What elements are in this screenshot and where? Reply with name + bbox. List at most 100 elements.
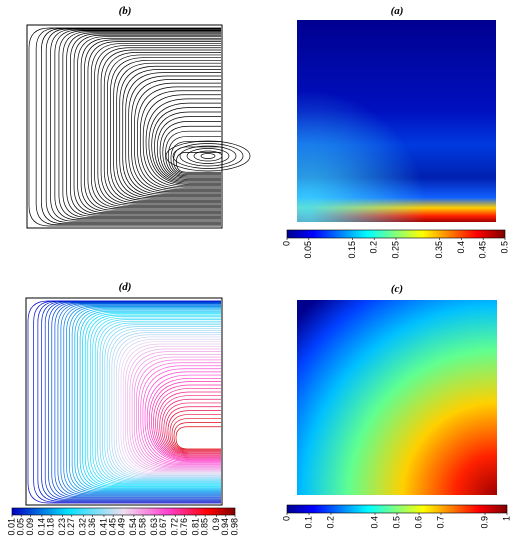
contour-line [69, 306, 221, 493]
heatmap [297, 20, 496, 222]
contour-line [62, 31, 221, 218]
colorbar-gradient [11, 507, 236, 516]
panel-label: (b) [119, 5, 132, 17]
contour-line [41, 28, 221, 224]
tick-label: 0.98 [229, 518, 239, 536]
contour-line [153, 384, 221, 460]
contour-line [110, 57, 221, 201]
contour-line [113, 59, 221, 200]
contour-line [129, 351, 221, 470]
contour-line [148, 377, 221, 462]
tick-label: 0.76 [179, 518, 189, 536]
contour-line [151, 107, 221, 184]
contour-line [169, 414, 221, 453]
contour-line [90, 43, 221, 209]
contour-line [122, 69, 221, 196]
contour-line [66, 305, 221, 494]
contour-line [122, 343, 221, 473]
tick-label: 0.09 [25, 518, 35, 536]
contour-line [113, 334, 221, 476]
tick-label: 0.9 [211, 518, 221, 531]
contour-line [100, 49, 221, 205]
contour-line [162, 125, 221, 179]
tick-label: 0.94 [220, 518, 230, 536]
tick-label: 0.41 [98, 518, 108, 536]
contour-line [60, 304, 221, 496]
tick-label: 0.58 [137, 518, 147, 536]
contour-line [134, 82, 221, 191]
tick-label: 0 [281, 241, 291, 246]
contour-line [97, 320, 221, 483]
contour-line [170, 141, 221, 176]
tick-label: 0.6 [413, 516, 423, 529]
tick-label: 0.5 [499, 241, 509, 254]
panel-label: (d) [119, 281, 132, 293]
contour-line [82, 312, 221, 488]
tick-label: 0.2 [325, 516, 335, 529]
contour-line [186, 148, 230, 164]
contour-line [33, 300, 221, 503]
contour-line [165, 130, 221, 178]
tick-label: 0.15 [347, 241, 357, 259]
contour-line [145, 98, 221, 187]
contour-line [118, 338, 221, 475]
contour-line [120, 341, 221, 474]
contour-line [111, 332, 221, 477]
contour-line [74, 308, 221, 491]
tick-label: 0.72 [170, 518, 180, 536]
contour-line [48, 301, 221, 499]
contour-line [142, 94, 221, 188]
contour-line [175, 426, 221, 450]
contour-line [157, 391, 221, 458]
contour-line [94, 319, 221, 484]
contour-line [37, 300, 221, 502]
contour-line [151, 381, 221, 461]
contour-line [148, 102, 221, 185]
contour-line [80, 37, 221, 212]
contour-line [136, 359, 221, 467]
contour-line [94, 45, 221, 207]
contour-line [140, 365, 221, 465]
contour-line [84, 313, 221, 487]
contour-line [172, 143, 244, 169]
tick-label: 0.32 [78, 518, 88, 536]
contour-line [41, 301, 221, 501]
contour-line [125, 346, 221, 472]
contour-line [125, 72, 221, 195]
tick-label: 0.45 [108, 518, 118, 536]
contour-line [70, 33, 221, 216]
colorbar: 0 0.1 0.2 0.4 0.5 0.6 0.7 0.9 1 [281, 504, 511, 529]
tick-label: 0.2 [369, 241, 379, 254]
tick-label: 0.5 [391, 516, 401, 529]
contour-line [27, 300, 221, 504]
contour-line [173, 422, 221, 451]
tick-label: 0.85 [199, 518, 209, 536]
contour-line [193, 150, 223, 162]
tick-label: 0.81 [190, 518, 200, 536]
contour-line [63, 304, 221, 495]
contour-line [44, 301, 221, 500]
tick-label: 0.05 [303, 241, 313, 259]
tick-label: 0.27 [66, 518, 76, 536]
tick-label: 0.35 [434, 241, 444, 259]
contour-line [127, 348, 221, 471]
tick-label: 0 [281, 516, 291, 521]
contour-line [165, 406, 221, 454]
colorbar-gradient [286, 504, 508, 514]
contour-line [128, 75, 221, 194]
contour-line [142, 368, 221, 464]
contour-line [116, 336, 221, 475]
tick-label: 0.4 [456, 241, 466, 254]
tick-label: 0.49 [117, 518, 127, 536]
contour-line [137, 86, 221, 190]
contour-line [45, 28, 221, 223]
tick-label: 0.05 [16, 518, 26, 536]
tick-label: 0.7 [435, 516, 445, 529]
colorbar-gradient [286, 229, 506, 239]
contour-line [175, 152, 221, 173]
contour-line [133, 356, 221, 468]
tick-label: 0.63 [149, 518, 159, 536]
heatmap [297, 300, 497, 495]
tick-label: 0.01 [6, 518, 16, 536]
